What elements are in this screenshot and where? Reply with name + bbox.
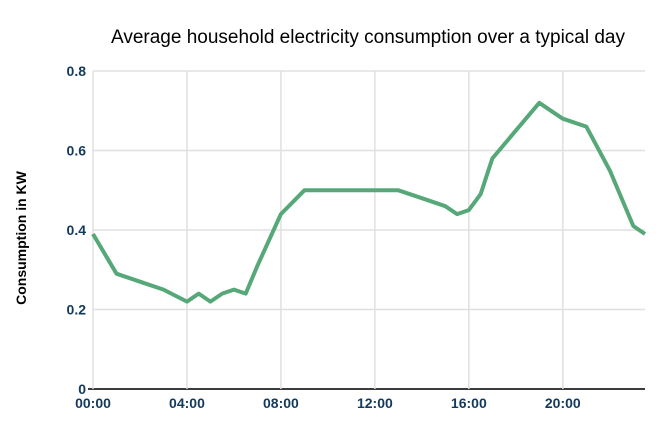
gridlines: [88, 70, 645, 390]
x-tick-label: 08:00: [263, 395, 299, 411]
consumption-line: [91, 100, 647, 304]
x-tick-label: 16:00: [451, 395, 487, 411]
y-axis-title: Consumption in KW: [13, 170, 29, 305]
y-tick-label: 0.2: [67, 302, 87, 318]
x-tick-label: 12:00: [357, 395, 393, 411]
x-tick-label: 20:00: [545, 395, 581, 411]
axis-tick-labels: 0 0.2 0.4 0.6 0.8 00:00 04:00 08:00 12:00 16:00 20…: [67, 63, 581, 411]
y-tick-label: 0: [78, 381, 86, 397]
y-tick-label: 0.8: [67, 63, 87, 79]
y-tick-label: 0.4: [67, 222, 87, 238]
chart-title: Average household electricity consumptio…: [111, 27, 625, 48]
consumption-series: [91, 100, 647, 304]
x-tick-label: 00:00: [75, 395, 111, 411]
x-tick-label: 04:00: [169, 395, 205, 411]
y-tick-label: 0.6: [67, 143, 87, 159]
